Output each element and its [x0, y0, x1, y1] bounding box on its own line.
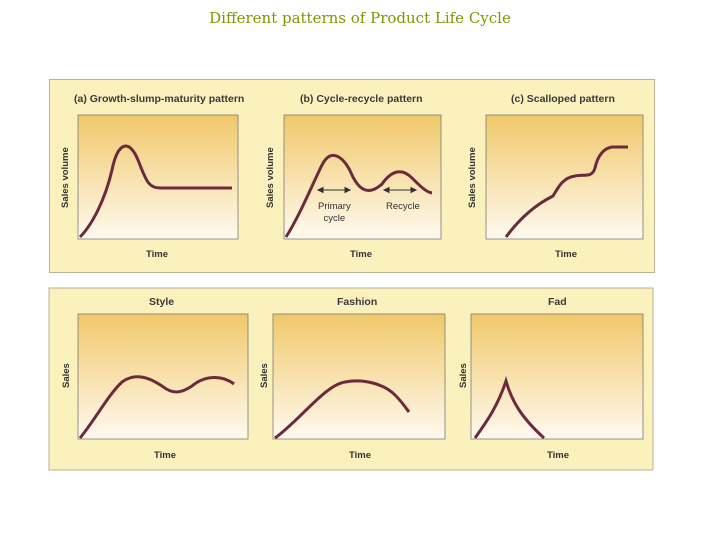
x-axis-label-fashion: Time [349, 450, 372, 461]
slide-title: Different patterns of Product Life Cycle [209, 9, 511, 27]
title-fashion: Fashion [337, 296, 378, 308]
y-axis-label-c: Sales volume [467, 147, 478, 208]
y-axis-label-fashion: Sales [259, 363, 270, 388]
title-scalloped: (c) Scalloped pattern [511, 93, 615, 105]
title-fad: Fad [548, 296, 567, 308]
curve-style [78, 375, 235, 439]
title-style: Style [149, 296, 175, 308]
y-axis-label-a: Sales volume [60, 147, 71, 208]
recycle-arrow [382, 186, 418, 194]
x-axis-label-fad: Time [547, 450, 570, 461]
curve-fashion [274, 379, 411, 440]
curve-cycle-recycle [284, 153, 433, 238]
plot-area-style [77, 313, 249, 440]
primary-cycle-label: Primary cycle [318, 201, 351, 224]
y-axis-label-style: Sales [61, 363, 72, 388]
title-cycle-recycle: (b) Cycle-recycle pattern [300, 93, 423, 105]
x-axis-label-a: Time [146, 249, 169, 260]
x-axis-label-style: Time [154, 450, 177, 461]
plot-area-a [77, 114, 239, 240]
curve-fad [473, 375, 546, 440]
y-axis-label-fad: Sales [458, 363, 469, 388]
recycle-label: Recycle [386, 201, 420, 212]
x-axis-label-b: Time [350, 249, 373, 260]
x-axis-label-c: Time [555, 249, 578, 260]
y-axis-label-b: Sales volume [265, 147, 276, 208]
plot-area-b [283, 114, 442, 240]
curve-scalloped [504, 145, 628, 238]
plot-area-c [485, 114, 644, 240]
curve-growth-slump-maturity [78, 144, 232, 239]
plot-area-fad [470, 313, 644, 440]
title-growth-slump-maturity: (a) Growth-slump-maturity pattern [74, 93, 245, 105]
plot-area-fashion [272, 313, 446, 440]
primary-cycle-arrow [316, 186, 352, 194]
